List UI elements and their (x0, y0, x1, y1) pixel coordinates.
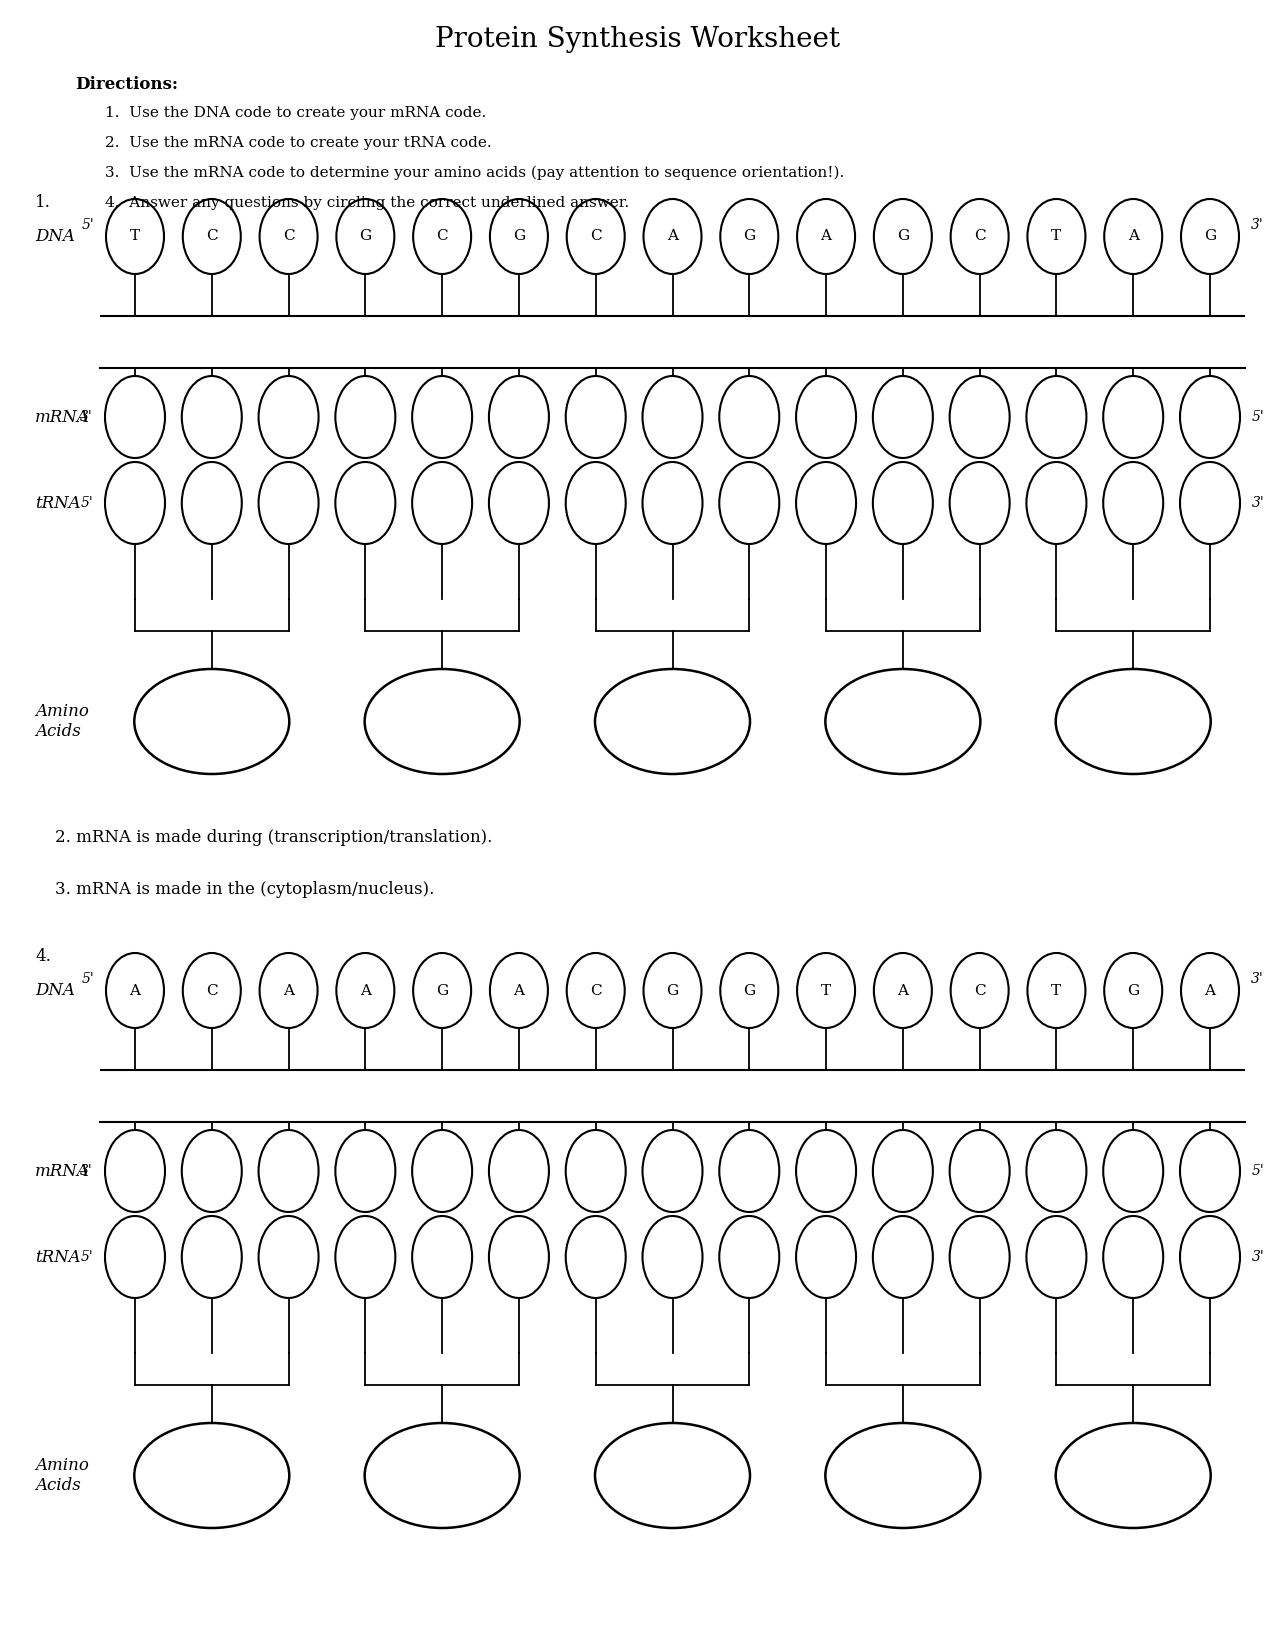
Text: 5': 5' (82, 972, 94, 986)
Text: 3': 3' (1252, 495, 1265, 510)
Text: 5': 5' (82, 218, 94, 231)
Text: A: A (283, 984, 295, 997)
Text: C: C (974, 229, 986, 243)
Text: mRNA: mRNA (34, 408, 89, 426)
Text: G: G (436, 984, 449, 997)
Text: 1.: 1. (34, 195, 51, 211)
Text: T: T (1052, 229, 1062, 243)
Text: DNA: DNA (34, 228, 75, 244)
Text: G: G (513, 229, 525, 243)
Text: 3.  Use the mRNA code to determine your amino acids (pay attention to sequence o: 3. Use the mRNA code to determine your a… (105, 167, 844, 180)
Text: 3': 3' (80, 409, 93, 424)
Text: C: C (436, 229, 448, 243)
Text: G: G (1204, 229, 1216, 243)
Text: 2. mRNA is made during (transcription/translation).: 2. mRNA is made during (transcription/tr… (55, 829, 492, 845)
Text: Amino
Acids: Amino Acids (34, 703, 89, 740)
Text: 3': 3' (1251, 218, 1264, 231)
Text: 5': 5' (80, 1250, 93, 1265)
Text: 3': 3' (1252, 1250, 1265, 1265)
Text: 2.  Use the mRNA code to create your tRNA code.: 2. Use the mRNA code to create your tRNA… (105, 135, 492, 150)
Text: Directions:: Directions: (75, 76, 178, 92)
Text: C: C (590, 229, 602, 243)
Text: C: C (207, 984, 218, 997)
Text: 5': 5' (80, 495, 93, 510)
Text: G: G (743, 984, 755, 997)
Text: 5': 5' (1252, 409, 1265, 424)
Text: 3. mRNA is made in the (cytoplasm/nucleus).: 3. mRNA is made in the (cytoplasm/nucleu… (55, 882, 435, 898)
Text: T: T (130, 229, 140, 243)
Text: A: A (667, 229, 678, 243)
Text: C: C (590, 984, 602, 997)
Text: T: T (1052, 984, 1062, 997)
Text: G: G (667, 984, 678, 997)
Text: G: G (360, 229, 371, 243)
Text: tRNA: tRNA (34, 495, 80, 512)
Text: 1.  Use the DNA code to create your mRNA code.: 1. Use the DNA code to create your mRNA … (105, 106, 486, 121)
Text: A: A (1205, 984, 1215, 997)
Text: 4.: 4. (34, 948, 51, 964)
Text: G: G (743, 229, 755, 243)
Text: G: G (1127, 984, 1140, 997)
Text: 3': 3' (1251, 972, 1264, 986)
Text: mRNA: mRNA (34, 1162, 89, 1179)
Text: C: C (974, 984, 986, 997)
Text: A: A (1127, 229, 1139, 243)
Text: A: A (360, 984, 371, 997)
Text: Amino
Acids: Amino Acids (34, 1456, 89, 1494)
Text: 4.  Answer any questions by circling the correct underlined answer.: 4. Answer any questions by circling the … (105, 196, 630, 210)
Text: 3': 3' (80, 1164, 93, 1179)
Text: Protein Synthesis Worksheet: Protein Synthesis Worksheet (435, 26, 840, 53)
Text: tRNA: tRNA (34, 1248, 80, 1266)
Text: 5': 5' (1252, 1164, 1265, 1179)
Text: C: C (207, 229, 218, 243)
Text: A: A (898, 984, 908, 997)
Text: A: A (130, 984, 140, 997)
Text: T: T (821, 984, 831, 997)
Text: DNA: DNA (34, 982, 75, 999)
Text: A: A (514, 984, 524, 997)
Text: C: C (283, 229, 295, 243)
Text: G: G (896, 229, 909, 243)
Text: A: A (821, 229, 831, 243)
